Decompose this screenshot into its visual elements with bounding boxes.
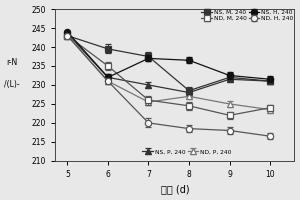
Text: /(L)-: /(L)- (4, 80, 20, 89)
Text: r-N: r-N (7, 58, 18, 67)
X-axis label: 时间 (d): 时间 (d) (160, 184, 189, 194)
Legend: NS, P, 240, ND, P, 240: NS, P, 240, ND, P, 240 (142, 149, 232, 155)
